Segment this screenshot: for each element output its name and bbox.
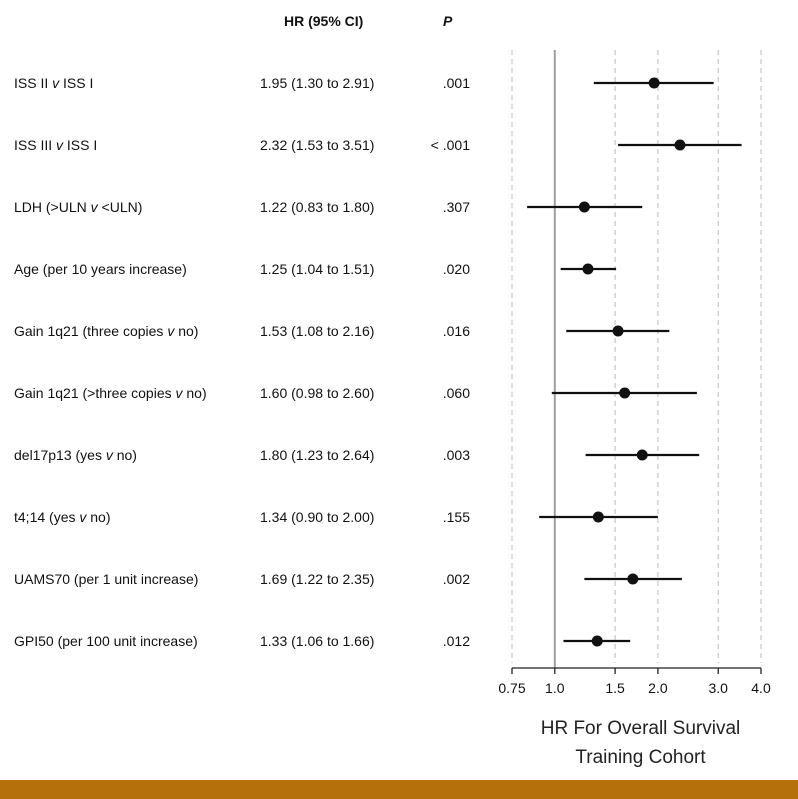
row-label-text: t4;14 (yes xyxy=(14,509,80,525)
row-p-value: .001 xyxy=(442,75,470,91)
hr-point xyxy=(592,511,604,523)
x-tick-label: 3.0 xyxy=(708,680,728,696)
table-row: GPI50 (per 100 unit increase) 1.33 (1.06 … xyxy=(0,633,500,657)
row-label-versus: v xyxy=(56,137,64,153)
row-label: Age (per 10 years increase) xyxy=(14,261,187,277)
row-label: UAMS70 (per 1 unit increase) xyxy=(14,571,198,587)
x-tick-label: 2.0 xyxy=(648,680,668,696)
table-row: Gain 1q21 (three copies v no) 1.53 (1.08 … xyxy=(0,323,500,347)
row-label-versus: v xyxy=(175,385,183,401)
row-label: ISS II v ISS I xyxy=(14,75,93,91)
row-p-value: .016 xyxy=(442,323,470,339)
hr-point xyxy=(582,263,594,275)
row-label-versus: v xyxy=(90,199,98,215)
row-hr-ci: 1.69 (1.22 to 2.35) xyxy=(260,571,375,587)
row-hr-ci: 1.22 (0.83 to 1.80) xyxy=(260,199,375,215)
row-p-value: .002 xyxy=(442,571,470,587)
hr-point xyxy=(619,387,631,399)
row-label-text: Age (per 10 years increase) xyxy=(14,261,187,277)
hr-point xyxy=(636,449,648,461)
row-hr-ci: 1.33 (1.06 to 1.66) xyxy=(260,633,375,649)
row-label-versus: v xyxy=(79,509,87,525)
row-p-value: .020 xyxy=(442,261,470,277)
table-row: ISS II v ISS I 1.95 (1.30 to 2.91) .001 xyxy=(0,75,500,99)
row-p-value: .060 xyxy=(442,385,470,401)
row-label: Gain 1q21 (three copies v no) xyxy=(14,323,198,339)
row-label: LDH (>ULN v <ULN) xyxy=(14,199,142,215)
x-tick-label: 1.5 xyxy=(605,680,625,696)
row-label-text-end: <ULN) xyxy=(97,199,143,215)
row-hr-ci: 1.53 (1.08 to 2.16) xyxy=(260,323,375,339)
hr-point xyxy=(591,635,603,647)
row-label: ISS III v ISS I xyxy=(14,137,97,153)
x-tick-label: 1.0 xyxy=(545,680,565,696)
table-row: Gain 1q21 (>three copies v no) 1.60 (0.98… xyxy=(0,385,500,409)
table-row: UAMS70 (per 1 unit increase) 1.69 (1.22 t… xyxy=(0,571,500,595)
row-hr-ci: 2.32 (1.53 to 3.51) xyxy=(260,137,375,153)
row-label-text: del17p13 (yes xyxy=(14,447,106,463)
hr-column-header: HR (95% CI) xyxy=(284,13,364,29)
row-hr-ci: 1.95 (1.30 to 2.91) xyxy=(260,75,375,91)
table-row: t4;14 (yes v no) 1.34 (0.90 to 2.00) .155 xyxy=(0,509,500,533)
row-label-text: Gain 1q21 (three copies xyxy=(14,323,168,339)
row-label-text-end: ISS I xyxy=(63,137,98,153)
hr-point xyxy=(627,573,639,585)
table-row: del17p13 (yes v no) 1.80 (1.23 to 2.64) .0… xyxy=(0,447,500,471)
x-tick-label: 4.0 xyxy=(751,680,771,696)
hr-point xyxy=(612,325,624,337)
row-label-text: UAMS70 (per 1 unit increase) xyxy=(14,571,199,587)
table-row: Age (per 10 years increase) 1.25 (1.04 to… xyxy=(0,261,500,285)
row-p-value: .003 xyxy=(442,447,470,463)
row-label-text: GPI50 (per 100 unit increase) xyxy=(14,633,198,649)
x-axis-title-line1: HR For Overall Survival xyxy=(541,718,741,739)
row-label-text-end: no) xyxy=(182,385,207,401)
row-label-text: LDH (>ULN xyxy=(14,199,91,215)
row-hr-ci: 1.60 (0.98 to 2.60) xyxy=(260,385,375,401)
row-p-value: .307 xyxy=(442,199,470,215)
row-label-text: ISS III xyxy=(14,137,57,153)
x-axis-title-line2: Training Cohort xyxy=(575,747,706,768)
row-p-value: .012 xyxy=(442,633,470,649)
bottom-accent-bar xyxy=(0,780,798,799)
row-p-value: < .001 xyxy=(430,137,470,153)
row-hr-ci: 1.80 (1.23 to 2.64) xyxy=(260,447,375,463)
row-hr-ci: 1.34 (0.90 to 2.00) xyxy=(260,509,375,525)
row-label: Gain 1q21 (>three copies v no) xyxy=(14,385,207,401)
row-label: GPI50 (per 100 unit increase) xyxy=(14,633,198,649)
row-label-versus: v xyxy=(52,75,60,91)
forest-plot: 0.75 1.0 1.5 2.0 3.0 4.0 HR For Overall Surviv… xyxy=(498,50,771,768)
row-label-text: Gain 1q21 (>three copies xyxy=(14,385,176,401)
row-label-text-end: no) xyxy=(86,509,111,525)
row-label-versus: v xyxy=(105,447,113,463)
table-row: ISS III v ISS I 2.32 (1.53 to 3.51) < .001 xyxy=(0,137,500,161)
row-label: del17p13 (yes v no) xyxy=(14,447,137,463)
row-hr-ci: 1.25 (1.04 to 1.51) xyxy=(260,261,375,277)
row-label-text-end: ISS I xyxy=(59,75,94,91)
p-column-header: P xyxy=(443,13,453,29)
hr-point xyxy=(648,77,660,89)
row-label-text-end: no) xyxy=(174,323,199,339)
x-tick-label: 0.75 xyxy=(498,680,525,696)
hr-point xyxy=(674,139,686,151)
row-label: t4;14 (yes v no) xyxy=(14,509,111,525)
row-label-text-end: no) xyxy=(112,447,137,463)
row-label-versus: v xyxy=(167,323,175,339)
row-p-value: .155 xyxy=(442,509,470,525)
table-row: LDH (>ULN v <ULN) 1.22 (0.83 to 1.80) .307 xyxy=(0,199,500,223)
row-label-text: ISS II xyxy=(14,75,53,91)
hr-point xyxy=(578,201,590,213)
